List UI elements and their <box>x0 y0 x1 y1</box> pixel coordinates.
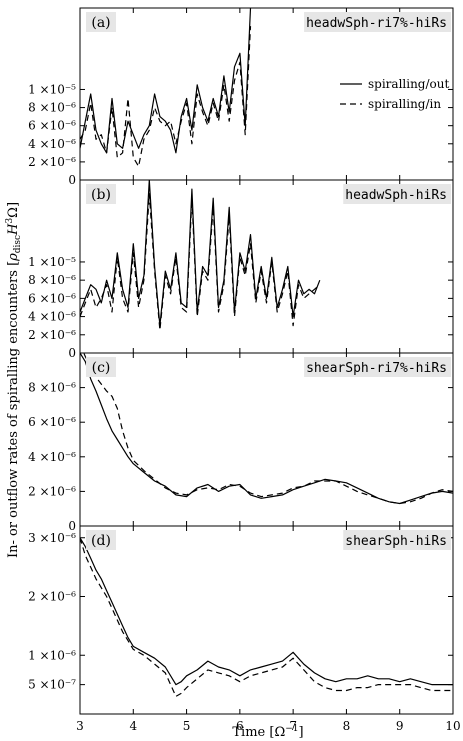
y-tick-label: 6 ×10⁻⁶ <box>28 119 76 133</box>
y-tick-label: 2 ×10⁻⁶ <box>28 484 76 498</box>
x-tick-label: 4 <box>129 719 137 733</box>
x-tick-label: 10 <box>445 719 460 733</box>
series-line-in <box>80 193 321 331</box>
y-tick-label: 0 <box>68 346 76 360</box>
y-tick-label: 4 ×10⁻⁶ <box>28 450 76 464</box>
plot-frame <box>79 352 454 527</box>
x-axis-label: Time [Ω−1] <box>232 724 303 740</box>
svg-text:shearSph-hiRs: shearSph-hiRs <box>345 534 447 549</box>
x-tick-label: 8 <box>343 719 351 733</box>
series-line-in <box>80 537 453 697</box>
x-tick-label: 7 <box>289 719 297 733</box>
y-tick-label: 8 ×10⁻⁶ <box>28 273 76 287</box>
series-line-in <box>80 26 252 167</box>
series-line-in <box>83 353 453 505</box>
panel-b: 0 2 ×10⁻⁶ 4 ×10⁻⁶ 6 ×10⁻⁶ 8 ×10⁻⁶ 1 ×10⁻⁵ (b) h… <box>28 179 454 360</box>
plot-frame <box>79 7 454 181</box>
y-tick-label: 2 ×10⁻⁶ <box>28 328 76 342</box>
panel-title: headwSph-hiRs <box>343 184 451 204</box>
plot-frame <box>79 525 454 715</box>
x-tick-label: 6 <box>236 719 244 733</box>
y-tick-label: 6 ×10⁻⁶ <box>28 415 76 429</box>
svg-text:headwSph-ri7%-hiRs: headwSph-ri7%-hiRs <box>306 16 447 31</box>
panel-title: shearSph-ri7%-hiRs <box>304 357 451 377</box>
y-tick-label: 6 ×10⁻⁶ <box>28 291 76 305</box>
y-tick-label: 4 ×10⁻⁶ <box>28 137 76 151</box>
svg-text:(a): (a) <box>91 15 110 31</box>
panel-letter: (b) <box>86 184 116 204</box>
x-tick-label: 5 <box>183 719 191 733</box>
y-tick-label: 1 ×10⁻⁵ <box>28 82 76 96</box>
svg-text:(b): (b) <box>91 187 111 203</box>
svg-text:(c): (c) <box>92 360 111 376</box>
y-tick-label: 1 ×10⁻⁶ <box>28 648 76 662</box>
y-axis-label: In- or outflow rates of spiralling encou… <box>5 202 23 558</box>
y-tick-label: 3 ×10⁻⁶ <box>28 531 76 545</box>
y-tick-label: 2 ×10⁻⁶ <box>28 155 76 169</box>
y-tick-label: 4 ×10⁻⁶ <box>28 310 76 324</box>
series-line-out <box>80 537 453 686</box>
svg-text:(d): (d) <box>91 533 111 549</box>
legend-label-in: spiralling/in <box>368 97 441 111</box>
y-tick-label: 8 ×10⁻⁶ <box>28 101 76 115</box>
legend-label-out: spiralling/out <box>368 77 449 91</box>
panel-d: 5 ×10⁻⁷ 1 ×10⁻⁶ 2 ×10⁻⁶ 3 ×10⁻⁶ 3 4 5 6 7 8 9 10 (d)… <box>28 525 461 733</box>
panel-title: shearSph-hiRs <box>343 530 451 550</box>
series-line-out <box>80 8 252 154</box>
panel-title: headwSph-ri7%-hiRs <box>304 12 451 32</box>
panel-letter: (c) <box>86 357 116 377</box>
panel-letter: (a) <box>86 12 116 32</box>
x-tick-label: 3 <box>76 719 84 733</box>
x-tick-label: 9 <box>396 719 404 733</box>
svg-text:headwSph-hiRs: headwSph-hiRs <box>345 188 447 203</box>
panels: 0 2 ×10⁻⁶ 4 ×10⁻⁶ 6 ×10⁻⁶ 8 ×10⁻⁶ 1 ×10⁻⁵ (a) h… <box>28 7 461 733</box>
y-tick-label: 0 <box>68 519 76 533</box>
y-tick-label: 1 ×10⁻⁵ <box>28 255 76 269</box>
y-tick-label: 8 ×10⁻⁶ <box>28 381 76 395</box>
y-tick-label: 2 ×10⁻⁶ <box>28 590 76 604</box>
legend: spiralling/out spiralling/in <box>340 77 449 111</box>
y-tick-label: 5 ×10⁻⁷ <box>28 678 76 692</box>
panel-letter: (d) <box>86 530 116 550</box>
y-tick-label: 0 <box>68 173 76 187</box>
panel-a: 0 2 ×10⁻⁶ 4 ×10⁻⁶ 6 ×10⁻⁶ 8 ×10⁻⁶ 1 ×10⁻⁵ (a) h… <box>28 7 454 187</box>
svg-text:shearSph-ri7%-hiRs: shearSph-ri7%-hiRs <box>306 361 447 376</box>
panel-c: 0 2 ×10⁻⁶ 4 ×10⁻⁶ 6 ×10⁻⁶ 8 ×10⁻⁶ (c) shearSph… <box>28 352 454 533</box>
